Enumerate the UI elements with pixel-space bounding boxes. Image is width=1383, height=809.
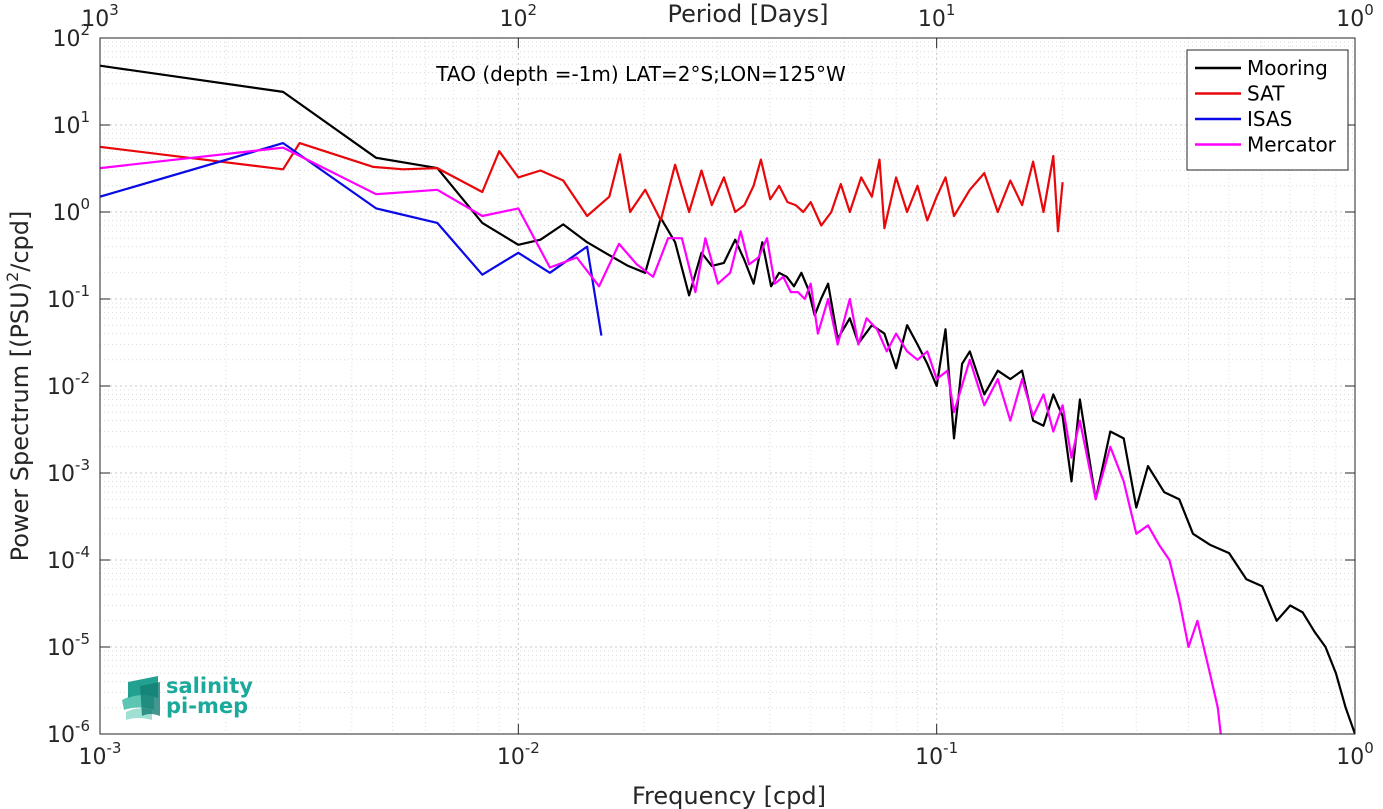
y-axis-title: Power Spectrum [(PSU)2/cpd] bbox=[3, 211, 34, 562]
top-tick-label: 103 bbox=[81, 1, 119, 32]
series-line-mooring bbox=[100, 64, 1355, 734]
x-axis-title: Frequency [cpd] bbox=[632, 782, 826, 809]
y-tick-label: 10-3 bbox=[47, 456, 90, 487]
y-tick-label: 10-6 bbox=[47, 717, 90, 748]
legend-label-mercator: Mercator bbox=[1247, 133, 1337, 157]
station-annotation: TAO (depth =-1m) LAT=2°S;LON=125°W bbox=[435, 62, 846, 86]
y-tick-label: 102 bbox=[52, 21, 90, 52]
series-line-mercator bbox=[100, 146, 1222, 734]
x-tick-label: 100 bbox=[1336, 739, 1374, 770]
top-tick-label: 101 bbox=[918, 1, 956, 32]
legend-box bbox=[1186, 49, 1349, 171]
x-tick-label: 10-1 bbox=[915, 739, 958, 770]
x-tick-label: 10-2 bbox=[497, 739, 540, 770]
y-tick-label: 100 bbox=[52, 195, 90, 226]
logo-line2: pi-mep bbox=[166, 694, 248, 718]
top-tick-label: 100 bbox=[1336, 1, 1374, 32]
y-axis-title-sup: 2 bbox=[3, 272, 22, 282]
y-tick-label: 10-4 bbox=[47, 543, 90, 574]
y-tick-label: 10-5 bbox=[47, 630, 90, 661]
y-tick-label: 10-2 bbox=[47, 369, 90, 400]
y-axis-title-part1: Power Spectrum [(PSU) bbox=[6, 282, 34, 561]
series-line-isas bbox=[100, 142, 603, 336]
y-axis-title-part2: /cpd] bbox=[6, 211, 34, 272]
y-tick-label: 101 bbox=[52, 108, 90, 139]
top-axis-title: Period [Days] bbox=[667, 0, 828, 28]
tick-marks bbox=[99, 37, 1356, 735]
legend-label-sat: SAT bbox=[1247, 82, 1285, 106]
x-tick-label: 10-3 bbox=[79, 739, 122, 770]
logo-line1: salinity bbox=[166, 674, 253, 698]
series-layer bbox=[100, 64, 1355, 734]
legend-label-isas: ISAS bbox=[1247, 107, 1292, 131]
legend-label-mooring: Mooring bbox=[1247, 56, 1328, 80]
logo-mark-icon bbox=[122, 676, 160, 720]
y-tick-label: 10-1 bbox=[47, 282, 90, 313]
series-line-sat bbox=[100, 142, 1064, 233]
top-tick-label: 102 bbox=[500, 1, 538, 32]
salinity-pi-mep-logo: salinity pi-mep bbox=[122, 674, 253, 720]
